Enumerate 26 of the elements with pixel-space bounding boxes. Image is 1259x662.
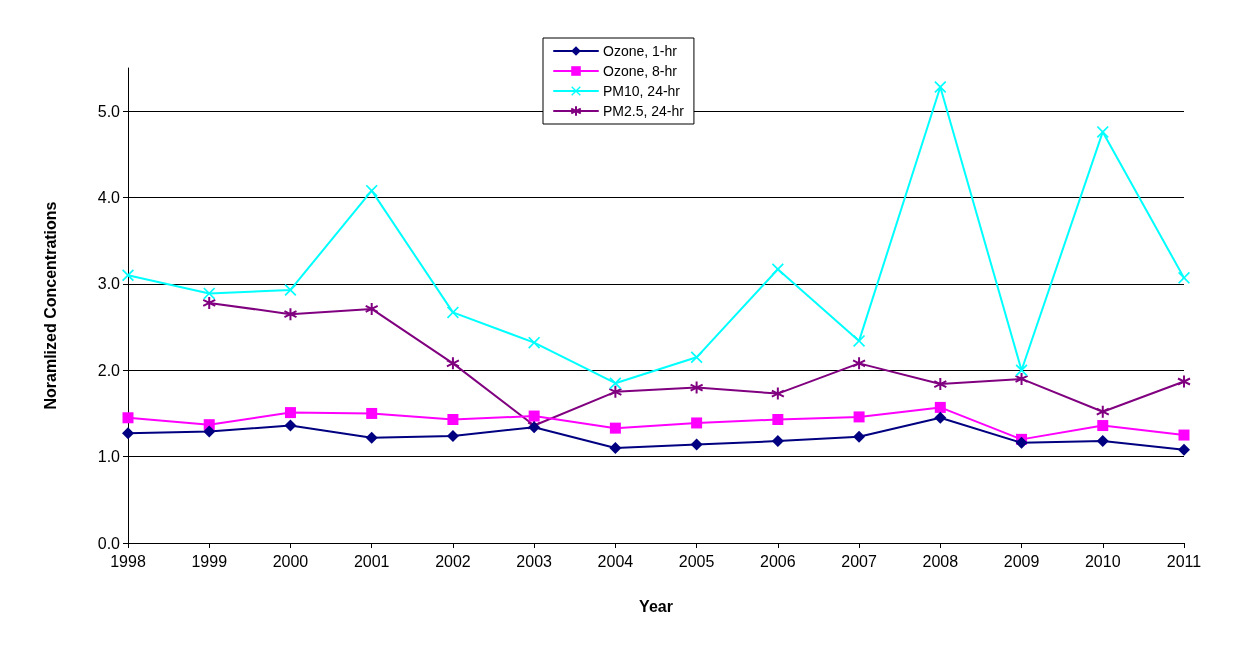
legend-label: Ozone, 1-hr bbox=[603, 43, 678, 59]
x-tick-label: 2002 bbox=[435, 552, 471, 570]
x-tick-label: 1998 bbox=[110, 552, 146, 570]
legend-label: PM10, 24-hr bbox=[603, 83, 681, 99]
x-tick-label: 2008 bbox=[922, 552, 959, 570]
x-tick-label: 2009 bbox=[1003, 552, 1040, 570]
x-tick-label: 2001 bbox=[353, 552, 390, 570]
y-tick-label: 1.0 bbox=[97, 448, 121, 466]
x-tick-label: 2003 bbox=[516, 552, 553, 570]
y-tick-label: 0.0 bbox=[97, 534, 121, 552]
legend-label: PM2.5, 24-hr bbox=[603, 103, 685, 119]
y-tick-label: 5.0 bbox=[97, 102, 121, 120]
x-tick-label: 1999 bbox=[191, 552, 228, 570]
x-tick-label: 2000 bbox=[272, 552, 309, 570]
x-tick-label: 2011 bbox=[1166, 552, 1202, 570]
x-tick-label: 2006 bbox=[760, 552, 796, 570]
y-tick-label: 4.0 bbox=[97, 189, 121, 207]
x-tick-label: 2010 bbox=[1084, 552, 1121, 570]
x-tick-label: 2005 bbox=[678, 552, 715, 570]
legend-label: Ozone, 8-hr bbox=[603, 63, 678, 79]
y-axis-title: Noramlized Concentrations bbox=[41, 201, 59, 410]
x-tick-label: 2007 bbox=[841, 552, 877, 570]
y-tick-label: 2.0 bbox=[97, 361, 121, 379]
x-tick-label: 2004 bbox=[597, 552, 634, 570]
x-axis-title: Year bbox=[639, 597, 673, 615]
y-tick-label: 3.0 bbox=[97, 275, 121, 293]
